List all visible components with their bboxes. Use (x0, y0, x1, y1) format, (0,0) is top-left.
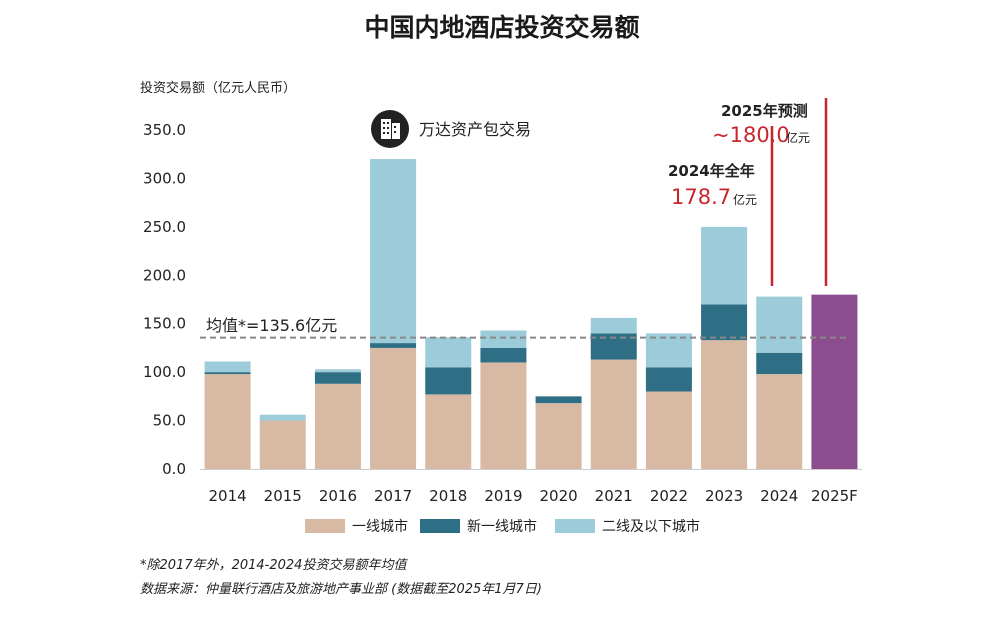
building-icon (371, 110, 409, 148)
chart-title: 中国内地酒店投资交易额 (364, 13, 639, 42)
x-tick-label: 2021 (595, 487, 633, 505)
y-tick-label: 350.0 (143, 121, 186, 139)
x-tick-label: 2019 (484, 487, 522, 505)
bars-group (204, 159, 858, 469)
bar-segment-tier1 (590, 359, 637, 469)
bar-segment-tier2 (645, 333, 692, 368)
y-tick-label: 150.0 (143, 315, 186, 333)
bar-segment-tier1 (314, 383, 361, 469)
bar-segment-tier2 (259, 414, 306, 421)
legend-swatch-tier2 (555, 519, 595, 533)
bar-segment-tier1 (259, 420, 306, 469)
x-tick-label: 2014 (208, 487, 246, 505)
bar-segment-tier2 (204, 361, 251, 373)
forecast-2025-value: ~180.0 (712, 123, 790, 147)
legend-swatch-tier1 (305, 519, 345, 533)
bar-segment-new-tier1 (314, 372, 361, 384)
bar-segment-tier2 (370, 159, 417, 344)
x-tick-label: 2017 (374, 487, 412, 505)
bar-segment-new-tier1 (425, 367, 472, 395)
y-tick-label: 250.0 (143, 218, 186, 236)
bar-segment-tier1 (204, 374, 251, 469)
bar-segment-new-tier1 (756, 352, 803, 375)
average-label: 均值*=135.6亿元 (206, 316, 337, 335)
bar-segment-tier1 (480, 362, 527, 469)
y-axis-label: 投资交易额（亿元人民币） (140, 80, 296, 96)
footnote-source: 数据来源：仲量联行酒店及旅游地产事业部 (数据截至2025年1月7日) (140, 582, 542, 597)
legend-label-new-tier1: 新一线城市 (467, 518, 537, 535)
bar-segment-new-tier1 (701, 304, 748, 341)
legend-swatch-new-tier1 (420, 519, 460, 533)
bar-segment-tier2 (480, 330, 527, 348)
x-tick-label: 2022 (650, 487, 688, 505)
footnote-average: *除2017年外，2014-2024投资交易额年均值 (140, 557, 408, 573)
bar-segment-tier1 (756, 374, 803, 469)
forecast-2025-unit: 亿元 (786, 130, 810, 145)
bar-segment-new-tier1 (535, 396, 582, 404)
full-year-2024-unit: 亿元 (733, 192, 757, 207)
legend-label-tier1: 一线城市 (352, 518, 408, 535)
legend: 一线城市 新一线城市 二线及以下城市 (305, 518, 700, 535)
wanda-annotation: 万达资产包交易 (419, 120, 531, 139)
x-tick-labels: 2014 2015 2016 2017 2018 2019 2020 2021 2022 2023… (208, 487, 857, 505)
bar-segment-tier2 (701, 226, 748, 305)
x-tick-label: 2018 (429, 487, 467, 505)
bar-segment-tier2 (425, 337, 472, 368)
full-year-2024-label: 2024年全年 (668, 162, 755, 180)
bar-segment-tier2 (314, 369, 361, 373)
y-tick-label: 100.0 (143, 363, 186, 381)
x-tick-label: 2023 (705, 487, 743, 505)
y-tick-label: 50.0 (153, 412, 186, 430)
bar-forecast (811, 294, 858, 469)
x-tick-label: 2024 (760, 487, 798, 505)
forecast-2025-label: 2025年预测 (721, 102, 808, 120)
x-tick-label: 2025F (811, 487, 858, 505)
y-tick-labels: 0.0 50.0 100.0 150.0 200.0 250.0 300.0 350.0 (143, 121, 186, 478)
bar-segment-tier1 (370, 347, 417, 469)
y-tick-label: 200.0 (143, 266, 186, 284)
x-tick-label: 2016 (319, 487, 357, 505)
bar-segment-new-tier1 (370, 343, 417, 348)
y-tick-label: 0.0 (162, 460, 186, 478)
bar-segment-new-tier1 (480, 347, 527, 363)
bar-segment-new-tier1 (645, 367, 692, 392)
bar-segment-tier2 (756, 296, 803, 353)
bar-segment-tier1 (701, 340, 748, 469)
bar-segment-tier1 (535, 403, 582, 469)
legend-label-tier2: 二线及以下城市 (602, 518, 700, 535)
bar-segment-tier1 (645, 391, 692, 469)
bar-segment-new-tier1 (204, 372, 251, 375)
bar-segment-tier1 (425, 394, 472, 469)
y-tick-label: 300.0 (143, 169, 186, 187)
bar-segment-tier2 (590, 317, 637, 334)
x-tick-label: 2015 (264, 487, 302, 505)
x-tick-label: 2020 (539, 487, 577, 505)
full-year-2024-value: 178.7 (671, 185, 731, 209)
